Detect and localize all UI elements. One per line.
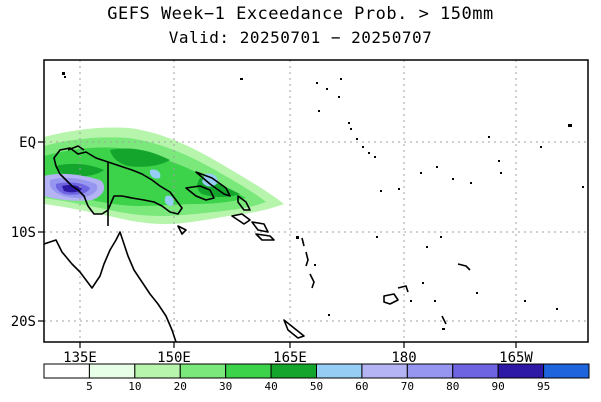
shade-50-60	[202, 173, 218, 187]
vanuatu	[305, 251, 309, 267]
colorbar-label: 5	[86, 380, 93, 393]
solomon-islands	[231, 213, 251, 225]
colorbar-box	[316, 363, 363, 379]
new-ireland	[195, 171, 231, 197]
colorbar-box	[406, 363, 454, 379]
colorbar-label: 40	[264, 380, 277, 393]
colorbar-box	[543, 363, 590, 379]
map-subtitle: Valid: 20250701 − 20250707	[168, 28, 433, 47]
colorbar-label: 20	[174, 380, 187, 393]
new-britain	[185, 185, 215, 201]
lon-label: 135E	[63, 350, 97, 366]
shade-50-60	[149, 169, 161, 179]
vanuatu	[301, 237, 305, 247]
bougainville	[237, 195, 251, 211]
colorbar-label: 90	[492, 380, 505, 393]
shade-50-60	[164, 195, 174, 206]
samoa	[457, 263, 471, 271]
colorbar-box	[134, 363, 181, 379]
ngb-islands	[67, 145, 85, 151]
shade-40-50	[56, 163, 104, 177]
louisiade	[177, 225, 187, 235]
solomon-islands	[251, 221, 269, 233]
colorbar-label: 80	[446, 380, 459, 393]
australia-coast	[44, 231, 177, 342]
fiji	[397, 285, 409, 293]
solomon-islands	[255, 233, 275, 241]
colorbar-box	[452, 363, 499, 379]
lon-label: 180	[391, 350, 416, 366]
lat-label: 10S	[11, 225, 36, 241]
lon-label: 165E	[273, 350, 307, 366]
shade-40-50	[110, 148, 170, 167]
colorbar-box	[43, 363, 90, 379]
tonga	[441, 315, 447, 325]
colorbar-box	[88, 363, 136, 379]
graticule	[44, 60, 588, 342]
probability-shading	[44, 127, 284, 224]
shade-90-95	[62, 185, 82, 193]
colorbar-box	[497, 363, 545, 379]
colorbar-box	[270, 363, 317, 379]
vanuatu	[309, 273, 315, 289]
colorbar-box	[179, 363, 227, 379]
new-guinea-coast	[53, 147, 183, 215]
small-islands	[62, 72, 584, 330]
colorbar-box	[361, 363, 408, 379]
colorbar-box	[225, 363, 272, 379]
colorbar-label: 30	[219, 380, 232, 393]
lon-label: 165W	[499, 350, 533, 366]
coastlines	[44, 145, 471, 342]
lon-label: 150E	[157, 350, 191, 366]
lat-label: 20S	[11, 314, 36, 330]
colorbar-label: 10	[128, 380, 141, 393]
map-title: GEFS Week−1 Exceedance Prob. > 150mm	[107, 4, 494, 24]
lat-label: EQ	[19, 135, 36, 151]
plot-frame	[43, 59, 589, 343]
colorbar-label: 60	[355, 380, 368, 393]
fiji	[383, 293, 399, 305]
colorbar-label: 50	[310, 380, 323, 393]
axis-ticks	[38, 141, 517, 348]
new-caledonia	[283, 319, 305, 339]
colorbar-label: 95	[537, 380, 550, 393]
colorbar-label: 70	[401, 380, 414, 393]
